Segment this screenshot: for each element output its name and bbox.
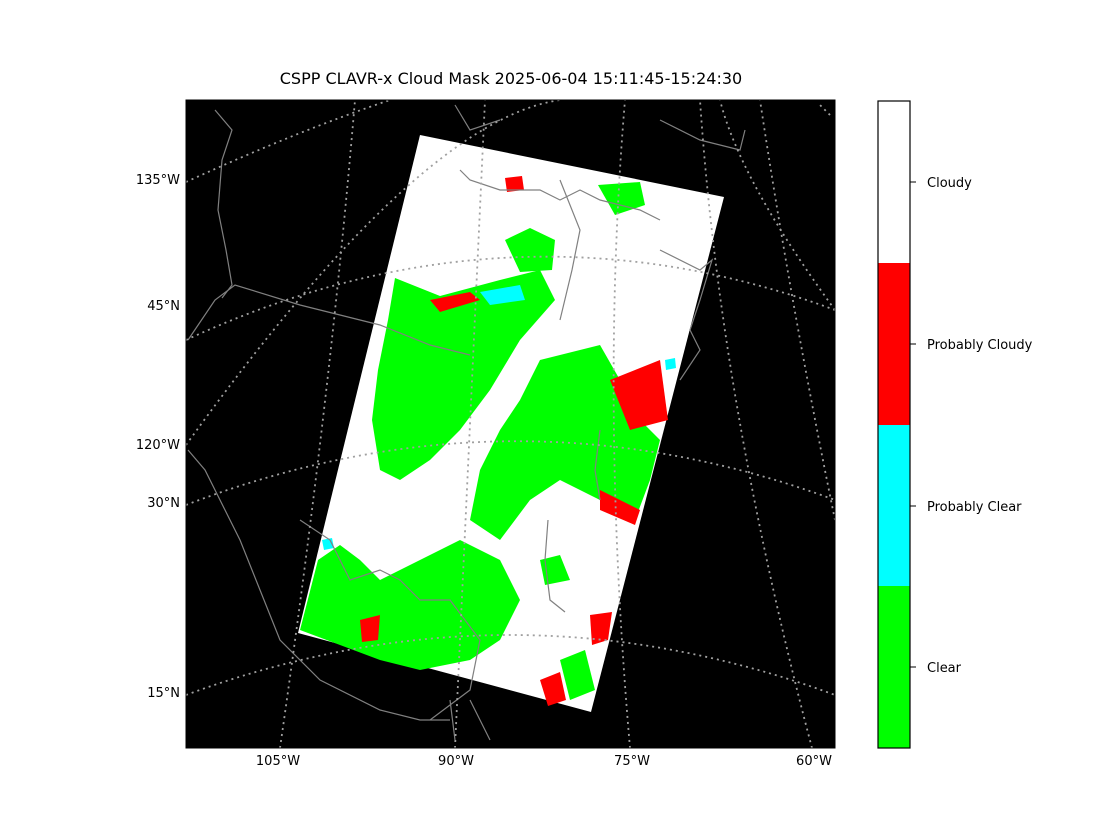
bottom-label: 60°W — [796, 754, 832, 769]
map-frame — [185, 99, 836, 749]
left-label: 120°W — [136, 438, 180, 453]
left-label: 45°N — [147, 299, 180, 314]
colorbar: Cloudy Probably Cloudy Probably Clear Cl… — [877, 100, 1033, 749]
colorbar-label-clear: Clear — [927, 661, 962, 676]
coastlines — [187, 104, 746, 741]
left-label: 30°N — [147, 496, 180, 511]
graticule — [186, 100, 835, 748]
probably-cloudy-regions — [360, 176, 668, 706]
probably-clear-regions — [322, 285, 676, 550]
left-label: 15°N — [147, 686, 180, 701]
map-title: CSPP CLAVR-x Cloud Mask 2025-06-04 15:11… — [279, 69, 743, 88]
colorbar-label-probably-cloudy: Probably Cloudy — [927, 338, 1033, 353]
bottom-label: 75°W — [614, 754, 650, 769]
colorbar-probably-clear — [878, 425, 910, 586]
clear-regions — [300, 182, 660, 700]
colorbar-clear — [878, 586, 910, 748]
colorbar-label-cloudy: Cloudy — [927, 176, 972, 191]
colorbar-frame — [877, 100, 911, 749]
colorbar-probably-cloudy — [878, 263, 910, 425]
bottom-label: 105°W — [256, 754, 300, 769]
colorbar-label-probably-clear: Probably Clear — [927, 500, 1022, 515]
colorbar-cloudy — [878, 101, 910, 263]
bottom-label: 90°W — [438, 754, 474, 769]
left-axis-labels: 135°W 45°N 120°W 30°N 15°N — [136, 173, 180, 701]
bottom-axis-labels: 105°W 90°W 75°W 60°W — [256, 754, 832, 769]
left-label: 135°W — [136, 173, 180, 188]
